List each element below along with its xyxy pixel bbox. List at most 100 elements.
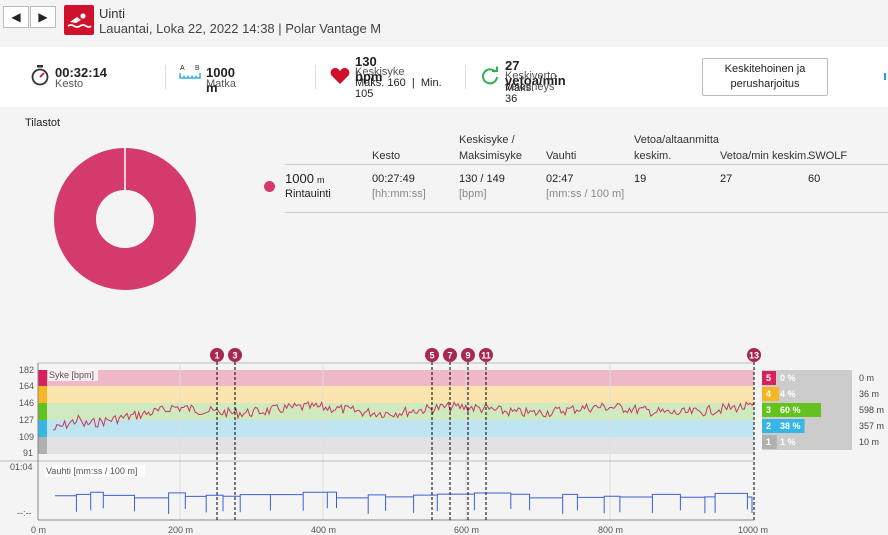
zone-distribution: 5 0 % 0 m 4 4 % 36 m 3 60 % 598 m 2 38 % 357 m 1 1 % 1… — [762, 370, 884, 450]
x-tick: 200 m — [168, 525, 193, 535]
pace-axis-label: Vauhti [mm:ss / 100 m] — [46, 466, 137, 476]
zone-bar-1 — [762, 435, 777, 449]
pace-tick: 01:04 — [10, 462, 33, 472]
lap-marker-13[interactable] — [747, 348, 761, 362]
row-pace: 02:47 — [546, 173, 574, 185]
row-pace-unit: [mm:ss / 100 m] — [546, 188, 625, 200]
hr-tick: 91 — [23, 448, 33, 458]
scroll-indicator — [884, 73, 886, 80]
zone-color-3 — [38, 403, 47, 420]
zone-distance: 598 m — [859, 405, 884, 415]
pace-panel: Vauhti [mm:ss / 100 m] 01:04 --:-- — [0, 363, 754, 521]
zone-band-1 — [38, 437, 754, 454]
separator: | — [411, 77, 415, 89]
zone-distance: 357 m — [859, 421, 884, 431]
divider — [315, 65, 316, 89]
next-button[interactable]: ▶ — [30, 6, 56, 28]
distance-label: Matka — [206, 78, 236, 90]
zone-percent: 38 % — [780, 421, 801, 431]
lap-marker-label: 13 — [749, 351, 759, 361]
divider — [165, 65, 166, 89]
swimming-icon — [64, 5, 94, 35]
avg-heart-rate-value: 130 bpm — [355, 54, 383, 84]
max-heart-rate: Maks. 160 — [355, 77, 406, 89]
lap-marker-label: 9 — [465, 351, 470, 361]
zone-distance: 10 m — [859, 437, 879, 447]
zone-color-1 — [38, 437, 47, 454]
lap-marker-9[interactable] — [461, 348, 475, 362]
lap-marker-5[interactable] — [425, 348, 439, 362]
duration-label: Kesto — [55, 78, 84, 90]
sport-name: Uinti — [99, 6, 126, 21]
training-benefit-button[interactable]: Keskitehoinen ja perusharjoitus — [702, 58, 828, 96]
zone-percent: 1 % — [780, 437, 796, 447]
zone-number: 1 — [766, 437, 771, 447]
distance-icon: A B — [179, 63, 201, 79]
zone-color-2 — [38, 420, 47, 437]
row-distance: 1000 m — [285, 171, 325, 186]
zone-bar-5 — [762, 371, 776, 385]
col-header-hr-1: Keskisyke / — [459, 134, 515, 146]
row-strokes-min: 27 — [720, 173, 733, 185]
zone-band-2 — [38, 420, 754, 437]
lap-marker-3[interactable] — [228, 348, 242, 362]
x-tick: 600 m — [454, 525, 479, 535]
row-duration-unit: [hh:mm:ss] — [372, 188, 426, 200]
lap-marker-label: 5 — [429, 351, 434, 361]
lap-marker-label: 1 — [214, 351, 219, 361]
min-heart-rate-value: 105 — [355, 88, 374, 100]
col-header-strokes-length-2: keskim. — [634, 150, 672, 162]
heart-rate-line — [52, 401, 755, 431]
row-swolf: 60 — [808, 173, 821, 185]
zone-bar-4 — [762, 387, 779, 401]
lap-marker-7[interactable] — [443, 348, 457, 362]
zone-number: 5 — [766, 373, 771, 383]
arrow-right-icon: ▶ — [38, 10, 48, 24]
hr-tick: 127 — [19, 415, 34, 425]
table-header-line — [285, 164, 888, 165]
top-bar: ◀ ▶ Uinti Lauantai, Loka 22, 2022 14:38 … — [0, 0, 888, 46]
zone-number: 2 — [766, 421, 771, 431]
zone-color-5 — [38, 370, 47, 386]
row-heart-rate: 130 / 149 — [459, 173, 505, 185]
col-header-strokes-length-1: Vetoa/altaanmitta — [634, 134, 720, 146]
table-bottom-line — [285, 212, 888, 213]
arrow-left-icon: ◀ — [11, 10, 21, 24]
stroke-rate-max: Maks. 36 — [505, 82, 535, 105]
legend-dot — [264, 181, 275, 192]
zone-percent: 60 % — [780, 405, 801, 415]
zone-distance: 0 m — [859, 373, 874, 383]
lap-marker-11[interactable] — [479, 348, 493, 362]
stopwatch-icon — [31, 65, 49, 86]
col-header-strokes-min: Vetoa/min keskim. — [720, 150, 810, 162]
lap-marker-1[interactable] — [210, 348, 224, 362]
zone-color-4 — [38, 386, 47, 403]
stats-title: Tilastot — [25, 117, 61, 129]
stroke-rate-label: Keskiverto vetotiheys — [505, 70, 557, 93]
lap-marker-label: 3 — [232, 351, 237, 361]
zone-percent: 0 % — [780, 373, 796, 383]
x-tick: 0 m — [31, 525, 46, 535]
distance-value: 1000 m — [206, 65, 235, 95]
zone-bar-2 — [762, 419, 805, 433]
session-subtitle: Lauantai, Loka 22, 2022 14:38 | Polar Va… — [99, 21, 382, 36]
col-header-pace: Vauhti — [546, 150, 577, 162]
x-tick: 1000 m — [738, 525, 768, 535]
refresh-icon — [482, 66, 498, 85]
zone-band-4 — [38, 386, 754, 403]
col-header-swolf: SWOLF — [808, 150, 848, 162]
lap-markers: 1 3 5 7 9 11 13 — [210, 348, 761, 520]
previous-button[interactable]: ◀ — [3, 6, 29, 28]
x-tick: 400 m — [311, 525, 336, 535]
pace-line — [55, 491, 753, 514]
row-duration: 00:27:49 — [372, 173, 415, 185]
zone-bar-3 — [762, 403, 821, 417]
zone-band-3 — [38, 403, 754, 420]
lap-marker-label: 11 — [481, 351, 491, 361]
x-tick: 800 m — [598, 525, 623, 535]
hr-tick: 109 — [19, 432, 34, 442]
pace-tick: --:-- — [17, 508, 32, 518]
hr-tick: 182 — [19, 365, 34, 375]
row-heart-rate-unit: [bpm] — [459, 188, 487, 200]
